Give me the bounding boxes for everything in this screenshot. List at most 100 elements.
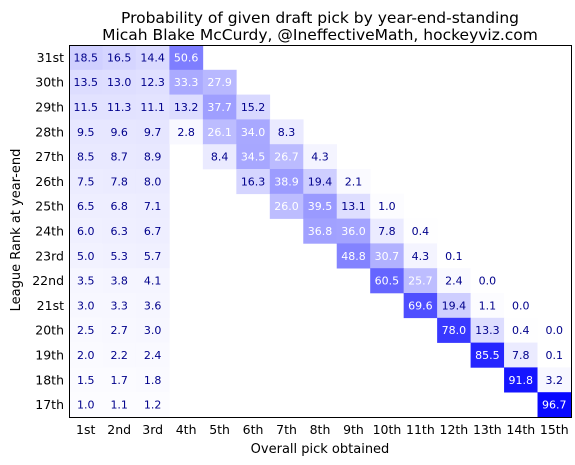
heatmap-cell xyxy=(269,169,304,195)
heatmap-cell xyxy=(102,367,137,393)
x-tick-label: 15th xyxy=(540,422,569,437)
cell-value-label: 3.6 xyxy=(144,299,162,312)
y-tick-label: 23rd xyxy=(35,248,64,263)
heatmap-cell xyxy=(135,243,170,269)
plot-frame xyxy=(69,45,572,418)
heatmap-cell xyxy=(135,119,170,145)
y-tick-label: 25th xyxy=(35,199,64,214)
cell-value-label: 3.0 xyxy=(77,299,95,312)
heatmap-cell xyxy=(303,169,338,195)
heatmap-cell xyxy=(135,169,170,195)
heatmap-cell xyxy=(504,317,538,343)
heatmap-cell xyxy=(135,392,170,418)
cell-value-label: 19.4 xyxy=(308,175,333,188)
heatmap-cell xyxy=(470,293,505,319)
heatmap-cell xyxy=(169,119,204,145)
chart-title: Probability of given draft pick by year-… xyxy=(121,9,519,27)
cell-value-label: 6.5 xyxy=(77,200,95,213)
cell-value-label: 18.5 xyxy=(73,51,98,64)
heatmap-cell xyxy=(336,169,371,195)
heatmap-cell xyxy=(504,367,538,393)
cell-value-label: 6.7 xyxy=(144,225,162,238)
y-axis-label: League Rank at year-end xyxy=(9,149,24,312)
x-tick-label: 3rd xyxy=(142,422,163,437)
cell-value-label: 38.9 xyxy=(274,175,299,188)
heatmap-cell xyxy=(69,218,103,244)
heatmap-cell xyxy=(135,268,170,294)
heatmap-cell xyxy=(370,268,404,294)
cell-value-label: 0.4 xyxy=(512,324,530,337)
x-tick-label: 7th xyxy=(276,422,297,437)
heatmap-cell xyxy=(69,367,103,393)
cell-value-label: 9.5 xyxy=(77,126,95,139)
heatmap-cell xyxy=(437,268,471,294)
cell-value-label: 26.0 xyxy=(274,200,299,213)
heatmap-cell xyxy=(102,317,137,343)
cell-value-label: 7.8 xyxy=(378,225,396,238)
heatmap-cell xyxy=(135,367,170,393)
x-tick-label: 10th xyxy=(373,422,402,437)
cell-value-label: 0.0 xyxy=(546,324,564,337)
heatmap-cell xyxy=(102,144,137,170)
x-tick-label: 13th xyxy=(473,422,502,437)
cell-value-label: 26.1 xyxy=(207,126,232,139)
heatmap-cell xyxy=(102,119,137,145)
cell-value-label: 1.5 xyxy=(77,374,95,387)
cell-value-label: 3.0 xyxy=(144,324,162,337)
cell-value-label: 7.1 xyxy=(144,200,162,213)
heatmap-cell xyxy=(269,193,304,219)
heatmap-cell xyxy=(236,144,271,170)
heatmap-cell xyxy=(102,45,137,71)
heatmap-cell xyxy=(135,218,170,244)
heatmap-cell xyxy=(470,317,505,343)
cell-value-label: 2.2 xyxy=(110,349,128,362)
heatmap-cell xyxy=(102,69,137,95)
cell-value-label: 33.3 xyxy=(174,76,199,89)
y-tick-label: 18th xyxy=(35,372,64,387)
heatmap-cell xyxy=(135,317,170,343)
heatmap-cell xyxy=(504,293,538,319)
heatmap-cell xyxy=(69,45,103,71)
cell-value-label: 91.8 xyxy=(509,374,534,387)
cell-value-label: 11.1 xyxy=(140,101,165,114)
cell-value-label: 12.3 xyxy=(140,76,165,89)
cell-value-label: 5.7 xyxy=(144,250,162,263)
cell-value-label: 1.2 xyxy=(144,399,162,412)
heatmap-cell xyxy=(370,218,404,244)
cell-value-label: 8.3 xyxy=(278,126,296,139)
heatmap-cell xyxy=(470,268,505,294)
cell-value-label: 5.0 xyxy=(77,250,95,263)
cell-value-label: 8.9 xyxy=(144,151,162,164)
cell-value-label: 8.5 xyxy=(77,151,95,164)
y-tick-label: 17th xyxy=(35,397,64,412)
y-tick-label: 22nd xyxy=(32,273,64,288)
cell-value-label: 13.1 xyxy=(341,200,366,213)
y-tick-label: 20th xyxy=(35,323,64,338)
cell-value-label: 5.3 xyxy=(110,250,128,263)
heatmap-cell xyxy=(69,169,103,195)
cell-value-label: 15.2 xyxy=(241,101,266,114)
cell-value-label: 6.3 xyxy=(110,225,128,238)
y-tick-label: 28th xyxy=(35,124,64,139)
cell-value-label: 13.2 xyxy=(174,101,199,114)
x-tick-label: 6th xyxy=(243,422,264,437)
cell-value-label: 9.7 xyxy=(144,126,162,139)
heatmap-cell xyxy=(403,293,438,319)
cell-value-label: 96.7 xyxy=(542,399,567,412)
cell-value-label: 4.3 xyxy=(311,151,329,164)
cell-value-label: 2.8 xyxy=(177,126,195,139)
heatmap-cell xyxy=(202,94,237,120)
cell-value-label: 7.8 xyxy=(110,175,128,188)
heatmap-cell xyxy=(69,317,103,343)
heatmap-cell xyxy=(370,243,404,269)
heatmap-cell xyxy=(69,293,103,319)
cell-value-label: 69.6 xyxy=(408,299,433,312)
y-tick-label: 30th xyxy=(35,75,64,90)
x-axis-ticks: 1st 2nd 3rd 4th 5th 6th 7th 8th 9th 10th 11th 12th 1… xyxy=(76,422,569,437)
cell-value-label: 3.8 xyxy=(110,275,128,288)
y-tick-label: 27th xyxy=(35,149,64,164)
heatmap-cells xyxy=(69,45,572,418)
cell-value-label: 26.7 xyxy=(274,151,299,164)
cell-value-label: 27.9 xyxy=(207,76,232,89)
cell-value-label: 1.8 xyxy=(144,374,162,387)
